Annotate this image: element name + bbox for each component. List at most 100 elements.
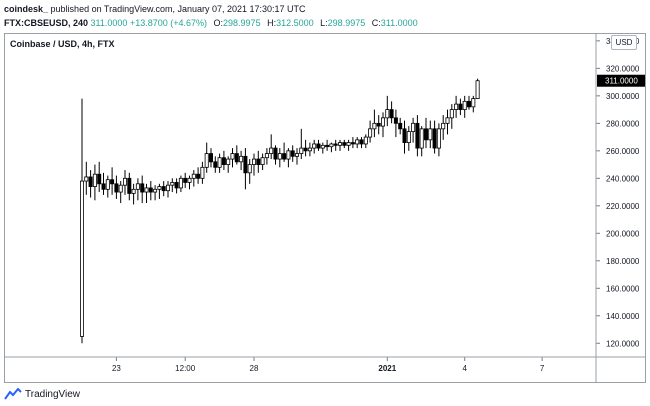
candle-body [363, 136, 368, 145]
candle-body [105, 179, 110, 190]
candle-body [445, 117, 450, 124]
low-value: 298.9975 [327, 18, 366, 28]
candle-body [454, 103, 459, 110]
y-tick-label: 220.0000 [606, 202, 640, 211]
x-tick-label: 28 [250, 364, 259, 373]
candle-body [282, 153, 287, 160]
candle-body [174, 182, 179, 189]
candle-body [449, 109, 454, 119]
candle-body [161, 186, 166, 192]
y-tick-label: 240.0000 [606, 174, 640, 183]
close-label: C: [371, 18, 381, 28]
change-value: +13.8700 (+4.67%) [129, 18, 207, 28]
candle-body [325, 144, 330, 148]
last-price-label: 311.0000 [605, 77, 638, 86]
candle-body [372, 122, 377, 130]
candle-body [144, 187, 149, 193]
candle-body [92, 173, 97, 187]
candle-body [243, 155, 248, 174]
candle-body [359, 139, 364, 145]
candle-body [441, 122, 446, 130]
candle-body [432, 128, 437, 149]
candle-body [402, 128, 407, 143]
chart-symbol-title: Coinbase / USD, 4h, FTX [10, 39, 115, 49]
candle-body [398, 122, 403, 130]
candle-body [230, 153, 235, 160]
candle-body [294, 153, 299, 157]
candle-body [260, 157, 265, 165]
candle-body [376, 122, 381, 127]
candle-body [428, 128, 433, 141]
candle-body [423, 128, 428, 141]
candle-body [196, 173, 201, 179]
x-tick-label: 23 [112, 364, 121, 373]
candle-body [191, 173, 196, 179]
candle-body [290, 150, 295, 157]
candle-body [307, 147, 312, 152]
x-tick-label: 12:00 [175, 364, 196, 373]
candle-body [419, 128, 424, 149]
candle-body [157, 186, 162, 190]
candle-body [389, 109, 394, 119]
candle-body [183, 177, 188, 183]
candle-body [436, 128, 441, 149]
publisher-name: coindesk_ [4, 4, 49, 14]
candle-body [131, 188, 136, 194]
publish-info: published on TradingView.com, January 07… [50, 4, 306, 14]
candle-body [127, 177, 132, 194]
candle-body [277, 153, 282, 160]
open-value: 298.9975 [223, 18, 261, 28]
candle-body [385, 109, 390, 119]
candle-body [393, 117, 398, 124]
close-value: 311.0000 [90, 18, 128, 28]
candle-body [140, 183, 145, 193]
ohlc-line: FTX:CBSEUSD, 240 311.0000 +13.8700 (+4.6… [4, 16, 418, 30]
y-tick-label: 160.0000 [606, 284, 640, 293]
tradingview-footer[interactable]: TradingView [4, 386, 80, 402]
x-tick-label: 7 [540, 364, 545, 373]
candle-body [411, 122, 416, 132]
candle-body [221, 157, 226, 165]
currency-button[interactable]: USD [611, 35, 637, 50]
candle-body [118, 184, 123, 193]
candle-body [200, 166, 205, 179]
close-ohlc-value: 311.0000 [380, 18, 418, 28]
candle-body [80, 180, 85, 337]
publish-line: coindesk_ published on TradingView.com, … [4, 2, 418, 16]
candle-body [239, 155, 244, 163]
y-tick-label: 260.0000 [606, 147, 640, 156]
candle-body [346, 142, 351, 146]
candle-body [88, 176, 93, 187]
tradingview-brand: TradingView [25, 388, 81, 400]
candle-body [251, 158, 256, 165]
candle-body [165, 184, 170, 192]
candle-body [471, 98, 476, 108]
y-tick-label: 280.0000 [606, 119, 640, 128]
candle-body [406, 131, 411, 143]
symbol-label: FTX:CBSEUSD, 240 [4, 18, 89, 28]
high-value: 312.5000 [276, 18, 314, 28]
candle-body [208, 153, 213, 163]
candle-body [273, 147, 278, 160]
candle-body [380, 117, 385, 127]
candle-body [114, 183, 119, 193]
candle-body [350, 142, 355, 145]
candle-body [153, 188, 158, 193]
candle-body [234, 153, 239, 163]
candle-body [101, 183, 106, 190]
y-tick-label: 300.0000 [606, 92, 640, 101]
candle-body [123, 177, 128, 186]
candle-body [355, 139, 360, 145]
candle-body [269, 147, 274, 154]
candle-body [264, 153, 269, 159]
y-tick-label: 140.0000 [606, 312, 640, 321]
candle-body [97, 173, 102, 185]
candle-body [303, 147, 308, 152]
candle-body [320, 144, 325, 149]
last-price-tag [597, 74, 645, 87]
high-label: H: [267, 18, 277, 28]
candle-body [213, 161, 218, 168]
candle-body [84, 176, 89, 182]
candle-body [110, 179, 115, 185]
